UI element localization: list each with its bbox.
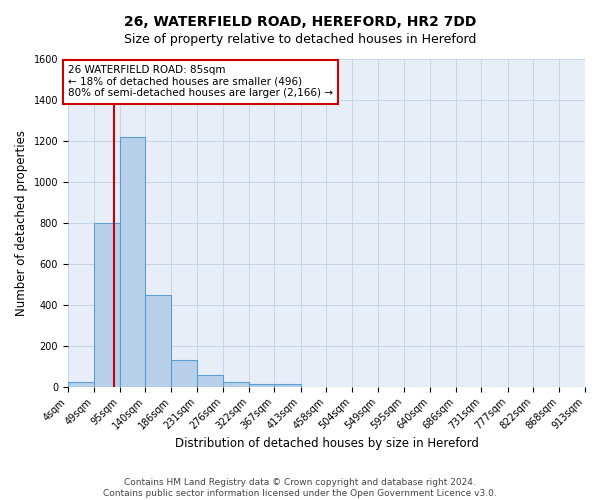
Text: 26 WATERFIELD ROAD: 85sqm
← 18% of detached houses are smaller (496)
80% of semi: 26 WATERFIELD ROAD: 85sqm ← 18% of detac…: [68, 65, 333, 98]
Text: Size of property relative to detached houses in Hereford: Size of property relative to detached ho…: [124, 32, 476, 46]
X-axis label: Distribution of detached houses by size in Hereford: Distribution of detached houses by size …: [175, 437, 478, 450]
Bar: [274, 384, 301, 386]
Bar: [68, 382, 94, 386]
Bar: [223, 382, 249, 386]
Bar: [94, 223, 119, 386]
Bar: [119, 137, 145, 386]
Bar: [249, 384, 274, 386]
Text: Contains HM Land Registry data © Crown copyright and database right 2024.
Contai: Contains HM Land Registry data © Crown c…: [103, 478, 497, 498]
Bar: [172, 360, 197, 386]
Text: 26, WATERFIELD ROAD, HEREFORD, HR2 7DD: 26, WATERFIELD ROAD, HEREFORD, HR2 7DD: [124, 15, 476, 29]
Bar: [145, 294, 172, 386]
Bar: [197, 376, 223, 386]
Y-axis label: Number of detached properties: Number of detached properties: [15, 130, 28, 316]
